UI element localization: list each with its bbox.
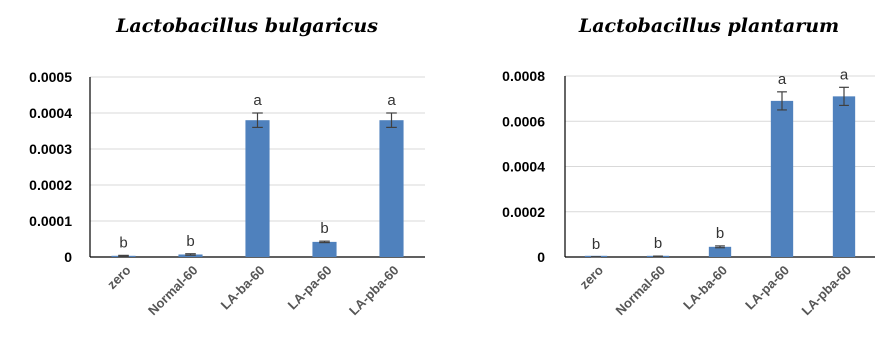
bar: [379, 120, 404, 257]
y-tick-label: 0.0008: [502, 68, 545, 84]
y-tick-label: 0.0001: [29, 213, 72, 229]
y-tick-label: 0.0002: [502, 204, 545, 220]
x-tick-label: LA-pa-60: [285, 263, 335, 313]
significance-label: b: [320, 220, 328, 237]
bar: [708, 246, 732, 257]
x-tick-label: LA-pba-60: [799, 263, 855, 319]
x-tick-label: LA-ba-60: [680, 263, 730, 313]
chart-lactobacillus-bulgaricus: Lactobacillus bulgaricus 0 0.0001 0.0002 0.…: [29, 15, 425, 318]
bar: [770, 100, 794, 257]
significance-label: a: [387, 92, 396, 109]
x-tick-label: zero: [104, 262, 134, 292]
y-tick-label: 0: [64, 249, 72, 265]
significance-label: b: [119, 234, 127, 251]
y-tick-label: 0.0004: [502, 159, 545, 175]
significance-label: b: [716, 225, 724, 242]
x-tick-label: zero: [577, 262, 607, 292]
significance-label: a: [840, 66, 849, 83]
y-tick-label: 0.0004: [29, 105, 72, 121]
x-tick-label: LA-ba-60: [218, 263, 268, 313]
bar: [312, 241, 337, 257]
x-tick-label: LA-pba-60: [346, 263, 402, 319]
x-tick-label: Normal-60: [613, 263, 669, 319]
y-tick-label: 0: [537, 249, 545, 265]
chart-title: Lactobacillus plantarum: [578, 15, 839, 37]
significance-label: a: [253, 92, 262, 109]
y-tick-label: 0.0005: [29, 69, 72, 85]
y-tick-label: 0.0003: [29, 141, 72, 157]
significance-label: b: [186, 233, 194, 250]
y-tick-label: 0.0002: [29, 177, 72, 193]
bar: [245, 120, 270, 257]
significance-label: b: [654, 235, 662, 252]
chart-title: Lactobacillus bulgaricus: [115, 15, 378, 37]
x-tick-label: Normal-60: [145, 263, 201, 319]
y-tick-label: 0.0006: [502, 113, 545, 129]
significance-label: a: [778, 71, 787, 88]
significance-label: b: [592, 236, 600, 253]
x-tick-label: LA-pa-60: [742, 263, 792, 313]
bar: [832, 96, 856, 257]
chart-lactobacillus-plantarum: Lactobacillus plantarum 0 0.0002 0.0004 0.0…: [502, 15, 875, 318]
